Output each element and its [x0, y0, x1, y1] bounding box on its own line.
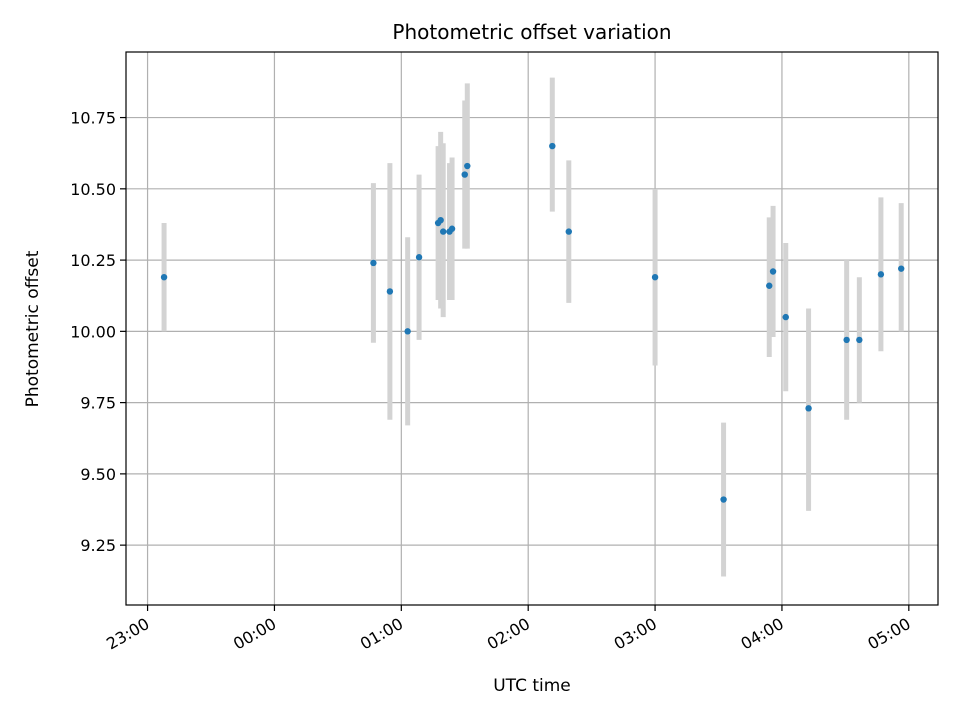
- data-point: [549, 142, 556, 150]
- y-tick-label: 10.00: [70, 322, 116, 341]
- data-point: [877, 271, 885, 278]
- data-point: [766, 282, 773, 289]
- data-point: [404, 328, 411, 335]
- x-axis-title: UTC time: [493, 676, 571, 696]
- data-point: [769, 268, 777, 275]
- data-point: [415, 254, 423, 261]
- y-tick-label: 9.75: [80, 394, 116, 413]
- data-point: [464, 162, 471, 170]
- data-point: [439, 228, 447, 235]
- chart-title: Photometric offset variation: [392, 20, 671, 44]
- data-point: [437, 216, 444, 224]
- data-point: [565, 228, 572, 235]
- y-tick-label: 9.25: [80, 536, 116, 555]
- data-point: [782, 313, 789, 321]
- data-point: [843, 336, 850, 344]
- data-point: [651, 273, 659, 281]
- y-tick-label: 9.50: [80, 465, 116, 484]
- y-tick-label: 10.50: [70, 180, 116, 199]
- data-point: [370, 259, 377, 267]
- data-points: [160, 142, 905, 503]
- data-point: [160, 273, 168, 281]
- y-tick-label: 10.25: [70, 251, 116, 270]
- data-point: [386, 288, 394, 295]
- data-point: [720, 496, 727, 503]
- data-point: [805, 405, 812, 412]
- data-point: [461, 171, 468, 178]
- plot-frame: [125, 51, 939, 606]
- y-axis-title: Photometric offset: [23, 250, 43, 407]
- y-tick-label: 10.75: [70, 109, 116, 128]
- data-point: [856, 336, 863, 344]
- data-point: [448, 225, 456, 232]
- data-point: [898, 265, 905, 272]
